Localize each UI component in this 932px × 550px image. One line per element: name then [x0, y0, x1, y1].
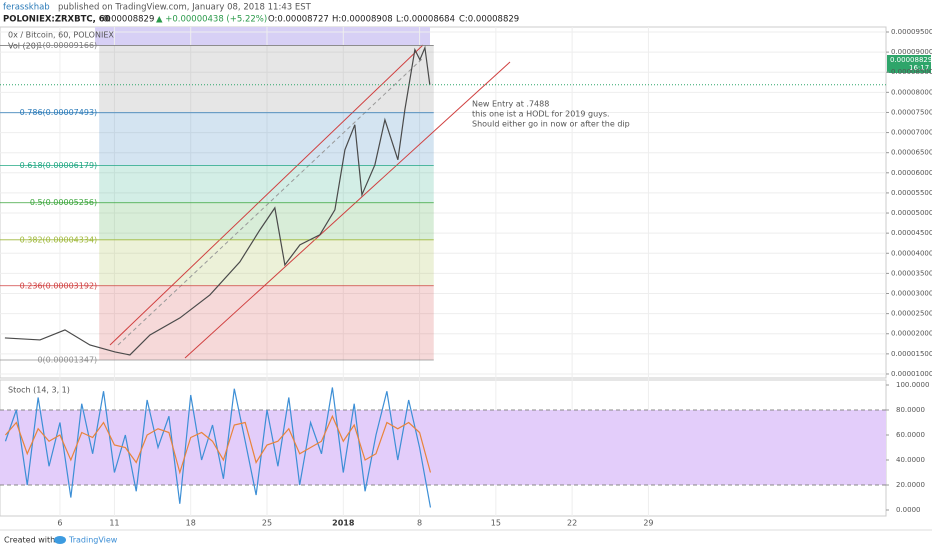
fib-band: [99, 112, 434, 166]
low: L:0.00008684: [396, 15, 455, 25]
annotation-line: Should either go in now or after the dip: [472, 120, 630, 129]
x-tick-label: 15: [491, 519, 501, 528]
y-tick-label: 0.00003000: [891, 290, 932, 298]
fib-band: [99, 165, 434, 203]
annotation-line: New Entry at .7488: [472, 100, 549, 109]
published: published on TradingView.com, January 08…: [58, 3, 312, 13]
y-tick-label: 0.00007500: [891, 108, 932, 116]
x-tick-label: 8: [417, 519, 422, 528]
y-tick-label: 0.0000: [896, 506, 921, 514]
y-tick-label: 0.00009500: [891, 28, 932, 36]
high: H:0.00008908: [332, 15, 393, 25]
x-tick-label: 18: [186, 519, 196, 528]
y-tick-label: 0.00004500: [891, 229, 932, 237]
y-tick-label: 0.00002500: [891, 310, 932, 318]
fib-label: 0.786(0.00007493): [20, 108, 98, 117]
trend-line-lower: [184, 61, 511, 359]
footer-logo: [54, 536, 66, 544]
close: C:0.00008829: [459, 15, 519, 25]
annotation-line: this one ist a HODL for 2019 guys.: [472, 110, 610, 119]
series-line: [4, 387, 432, 508]
price-tag: [887, 55, 931, 73]
fib-label: 0.382(0.00004334): [20, 235, 98, 244]
y-tick-label: 0.00005500: [891, 189, 932, 197]
symbol: POLONIEX:ZRXBTC, 60: [3, 15, 111, 25]
price: 0.00008829: [103, 15, 154, 25]
change: ▲ +0.00000438 (+5.22%): [156, 15, 267, 25]
y-tick-label: 80.0000: [896, 406, 925, 414]
x-tick-label: 6: [57, 519, 62, 528]
stoch-title: Stoch (14, 3, 1): [8, 386, 70, 395]
y-tick-label: 0.00001000: [891, 370, 932, 378]
footer-created: Created with: [4, 536, 55, 545]
x-tick-label: 25: [262, 519, 272, 528]
price-tag-value: 0.00008829: [890, 56, 932, 64]
fib-band: [99, 45, 434, 113]
y-tick-label: 0.00005000: [891, 209, 932, 217]
y-tick-label: 100.0000: [896, 381, 929, 389]
y-tick-label: 40.0000: [896, 456, 925, 464]
y-tick-label: 0.00008500: [891, 68, 932, 76]
series-line: [4, 414, 432, 475]
series-line: [4, 45, 431, 356]
fib-label: 0.236(0.00003192): [20, 281, 98, 290]
author: ferasskhab: [3, 3, 50, 13]
y-tick-label: 20.0000: [896, 481, 925, 489]
y-tick-label: 0.00006000: [891, 169, 932, 177]
fib-band: [99, 285, 434, 361]
stoch-band: [0, 410, 886, 485]
y-tick-label: 0.00009000: [891, 48, 932, 56]
fib-label: 1(0.00009166): [37, 41, 97, 50]
x-tick-label: 29: [643, 519, 653, 528]
y-tick-label: 0.00006500: [891, 149, 932, 157]
x-tick-label: 11: [109, 519, 119, 528]
fib-label: 0(0.00001347): [37, 356, 97, 365]
fib-label: 0.5(0.00005256): [30, 198, 97, 207]
y-tick-label: 0.00003500: [891, 269, 932, 277]
legend-volume: Vol (20): [8, 42, 39, 51]
open: O:0.00008727: [268, 15, 329, 25]
x-tick-label: 22: [567, 519, 577, 528]
y-tick-label: 0.00002000: [891, 330, 932, 338]
x-tick-label: 2018: [332, 519, 355, 528]
fib-band: [99, 239, 434, 286]
trend-line-upper: [109, 44, 424, 346]
y-tick-label: 0.00007000: [891, 129, 932, 137]
legend-title: 0x / Bitcoin, 60, POLONIEX: [8, 31, 114, 40]
fib-label: 0.618(0.00006179): [20, 161, 98, 170]
top-band: [95, 27, 430, 45]
footer-brand: TradingView: [68, 536, 118, 545]
price-tag-countdown: 16:17: [909, 64, 929, 72]
y-tick-label: 0.00008000: [891, 88, 932, 96]
y-tick-label: 60.0000: [896, 431, 925, 439]
y-tick-label: 0.00001500: [891, 350, 932, 358]
y-tick-label: 0.00004000: [891, 249, 932, 257]
